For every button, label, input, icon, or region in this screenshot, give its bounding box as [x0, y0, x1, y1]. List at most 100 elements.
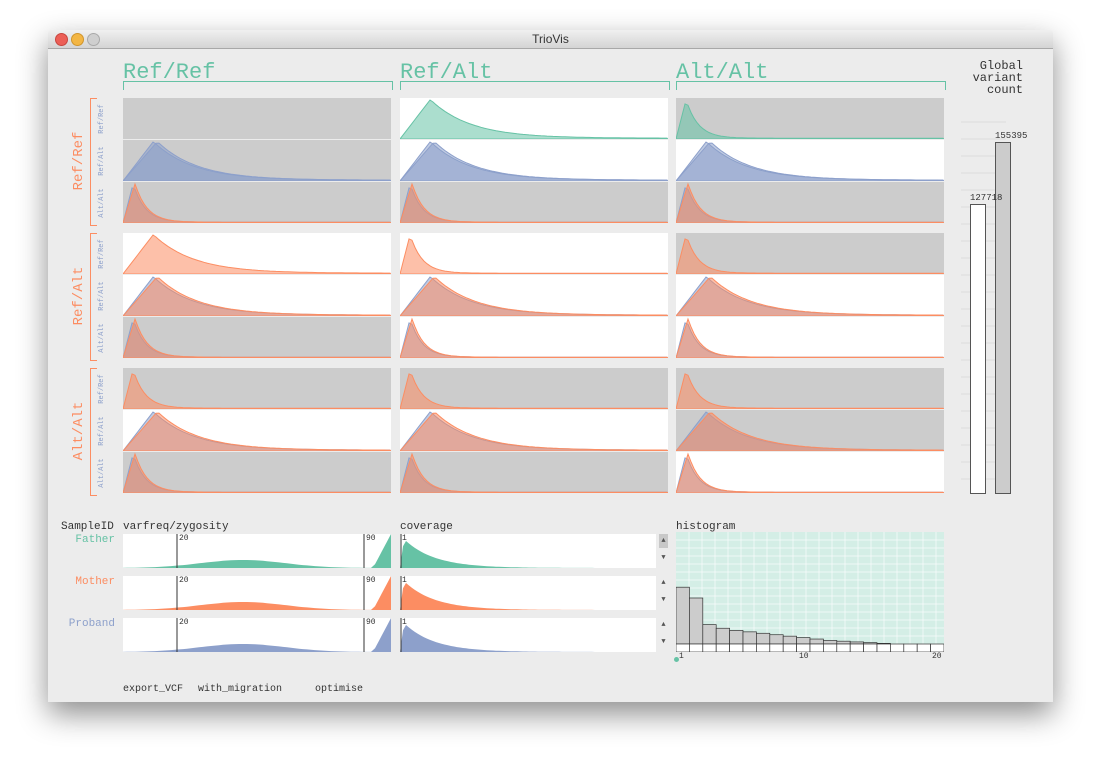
distribution-panel[interactable]	[675, 317, 946, 359]
distribution-plot	[675, 182, 946, 224]
distribution-panel[interactable]	[121, 410, 393, 452]
varfreq-filter[interactable]	[123, 576, 391, 610]
distribution-plot	[674, 141, 946, 182]
distribution-panel[interactable]	[122, 452, 393, 494]
distribution-panel[interactable]	[675, 452, 946, 494]
distribution-area	[398, 412, 670, 452]
sub-row-label: Alt/Alt	[98, 188, 106, 218]
distribution-panel[interactable]	[675, 182, 946, 224]
distribution-area	[399, 182, 670, 224]
scroll-up-button[interactable]: ▲	[661, 579, 666, 587]
distribution-plot	[121, 411, 393, 452]
distribution-panel[interactable]	[121, 140, 393, 182]
varfreq-area	[123, 534, 391, 568]
distribution-area	[399, 322, 670, 359]
varfreq-low-value[interactable]: 20	[179, 576, 189, 585]
histogram-panel[interactable]	[675, 532, 945, 653]
distribution-panel[interactable]	[674, 140, 946, 182]
scroll-down-button[interactable]: ▼	[661, 554, 666, 562]
row-brace	[90, 233, 97, 361]
global-count-bar-1[interactable]	[970, 204, 986, 494]
distribution-panel[interactable]	[123, 98, 391, 139]
histogram-bar	[702, 624, 717, 645]
scroll-down-button[interactable]: ▼	[661, 638, 666, 646]
distribution-panel[interactable]	[675, 368, 946, 410]
histogram-bar-base	[742, 643, 757, 653]
histogram-bar-base	[809, 643, 824, 653]
distribution-panel[interactable]	[398, 410, 670, 452]
sampleid-label: SampleID	[61, 521, 114, 533]
distribution-panel[interactable]	[398, 98, 670, 140]
varfreq-high-value[interactable]: 90	[366, 618, 376, 627]
close-window-button[interactable]	[55, 33, 68, 46]
distribution-panel[interactable]	[399, 233, 670, 275]
coverage-filter[interactable]	[400, 618, 656, 652]
scroll-down-button[interactable]: ▼	[661, 596, 666, 604]
distribution-area	[121, 142, 393, 182]
distribution-panel[interactable]	[674, 410, 946, 452]
distribution-panel[interactable]	[675, 233, 946, 275]
distribution-area	[675, 103, 946, 140]
varfreq-filter[interactable]	[123, 534, 391, 568]
varfreq-high-value[interactable]: 90	[366, 534, 376, 543]
coverage-filter[interactable]	[400, 534, 656, 568]
distribution-panel[interactable]	[399, 182, 670, 224]
scroll-up-button[interactable]: ▲	[661, 621, 666, 629]
distribution-area	[122, 452, 393, 494]
distribution-plot	[123, 98, 391, 139]
coverage-filter[interactable]	[400, 576, 656, 610]
distribution-panel[interactable]	[675, 98, 946, 140]
histogram-tick: 10	[799, 652, 809, 661]
varfreq-filter[interactable]	[123, 618, 391, 652]
varfreq-low-value[interactable]: 20	[179, 618, 189, 627]
distribution-panel[interactable]	[398, 140, 670, 182]
distribution-plot	[398, 99, 670, 140]
global-count-value-2: 155395	[995, 130, 1028, 141]
distribution-panel[interactable]	[674, 275, 946, 317]
distribution-plot	[675, 452, 946, 494]
distribution-panel[interactable]	[399, 452, 670, 494]
scroll-up-button[interactable]: ▲	[659, 534, 668, 548]
zoom-window-button[interactable]	[87, 33, 100, 46]
coverage-min-value[interactable]: 1	[402, 534, 407, 543]
distribution-panel[interactable]	[398, 275, 670, 317]
sample-mother[interactable]: Mother	[75, 576, 115, 588]
distribution-area	[399, 452, 670, 494]
distribution-plot	[122, 317, 393, 359]
minimize-window-button[interactable]	[71, 33, 84, 46]
distribution-plot	[675, 238, 946, 275]
sample-proband[interactable]: Proband	[68, 618, 115, 630]
varfreq-plot	[123, 618, 391, 652]
column-header-ref-alt: Ref/Alt	[400, 60, 493, 85]
histogram-bar-base	[796, 643, 811, 653]
export-vcf-button[interactable]: export_VCF	[123, 684, 184, 695]
coverage-plot	[400, 576, 656, 610]
optimise-button[interactable]: optimise	[315, 684, 364, 695]
distribution-plot	[121, 141, 393, 182]
coverage-min-value[interactable]: 1	[402, 576, 407, 585]
sub-row-label: Ref/Ref	[98, 239, 106, 269]
with-migration-toggle[interactable]: with_migration	[198, 684, 283, 695]
distribution-area	[121, 234, 393, 275]
sample-father[interactable]: Father	[75, 534, 115, 546]
column-brace	[400, 81, 670, 90]
distribution-panel[interactable]	[122, 368, 393, 410]
distribution-panel[interactable]	[121, 233, 393, 275]
sub-row-label: Alt/Alt	[98, 458, 106, 488]
distribution-area	[398, 142, 670, 182]
histogram-bar-base	[715, 643, 730, 653]
coverage-min-value[interactable]: 1	[402, 618, 407, 627]
histogram-bar	[675, 586, 690, 645]
histogram-bar-base	[769, 643, 784, 653]
distribution-panel[interactable]	[122, 317, 393, 359]
histogram-bar-base	[930, 643, 945, 653]
histogram-slider-handle[interactable]	[674, 657, 679, 662]
distribution-panel[interactable]	[399, 317, 670, 359]
distribution-panel[interactable]	[121, 275, 393, 317]
distribution-panel[interactable]	[399, 368, 670, 410]
global-count-bar-2[interactable]	[995, 141, 1011, 494]
distribution-panel[interactable]	[122, 182, 393, 224]
varfreq-low-value[interactable]: 20	[179, 534, 189, 543]
distribution-plot	[675, 103, 946, 140]
varfreq-high-value[interactable]: 90	[366, 576, 376, 585]
